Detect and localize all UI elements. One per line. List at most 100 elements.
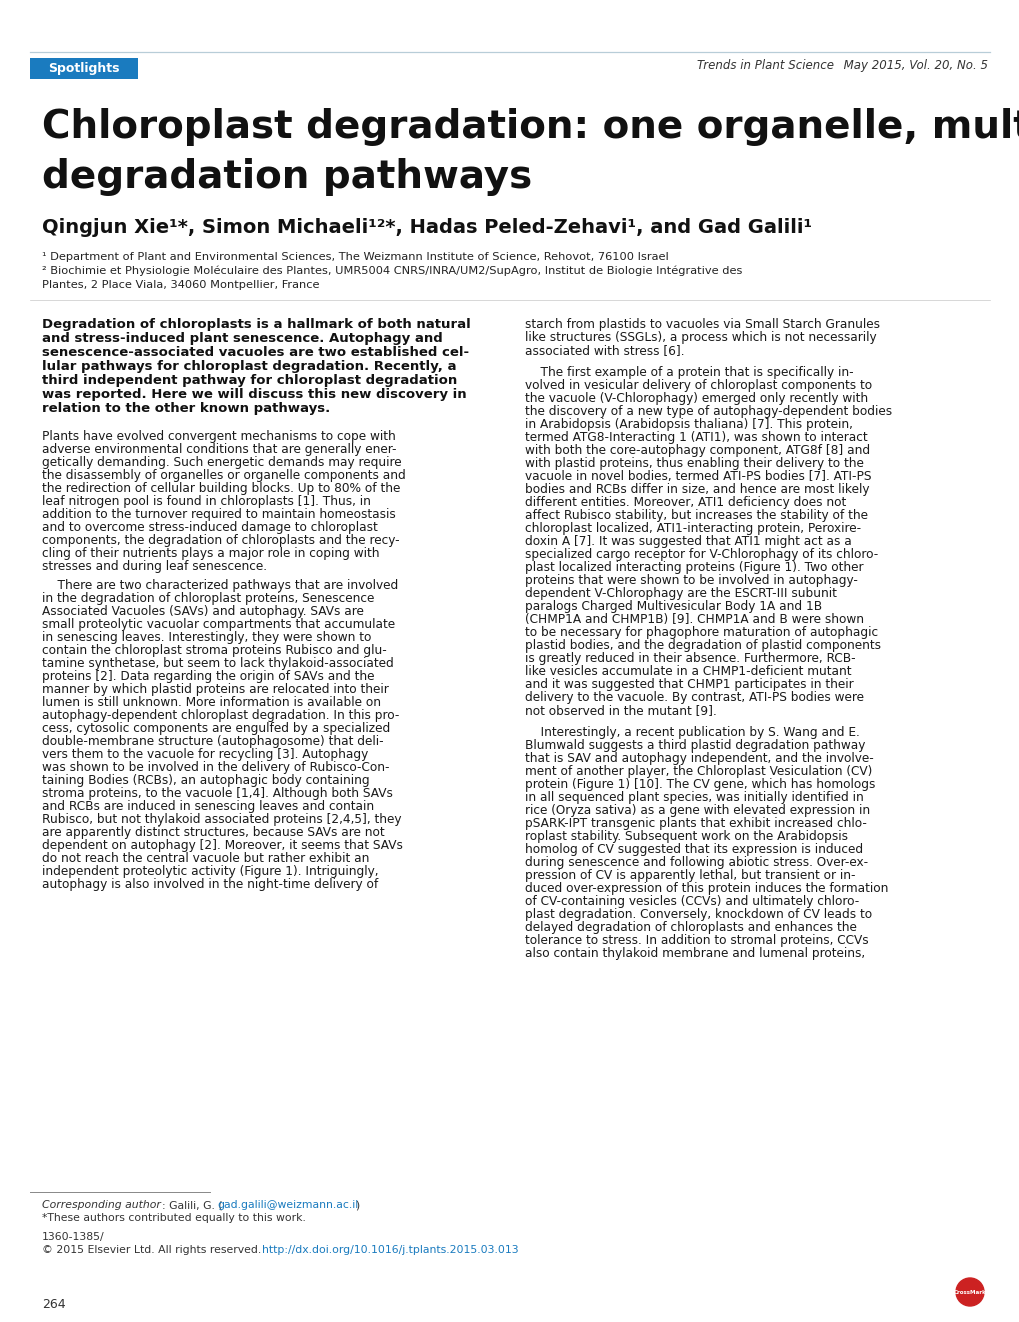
Text: contain the chloroplast stroma proteins Rubisco and glu-: contain the chloroplast stroma proteins … — [42, 644, 386, 657]
Text: vacuole in novel bodies, termed ATI-PS bodies [7]. ATI-PS: vacuole in novel bodies, termed ATI-PS b… — [525, 471, 870, 483]
Text: are apparently distinct structures, because SAVs are not: are apparently distinct structures, beca… — [42, 826, 384, 839]
Text: © 2015 Elsevier Ltd. All rights reserved.: © 2015 Elsevier Ltd. All rights reserved… — [42, 1245, 267, 1255]
Text: stroma proteins, to the vacuole [1,4]. Although both SAVs: stroma proteins, to the vacuole [1,4]. A… — [42, 787, 392, 800]
Text: degradation pathways: degradation pathways — [42, 159, 532, 196]
Text: components, the degradation of chloroplasts and the recy-: components, the degradation of chloropla… — [42, 534, 399, 547]
Text: the disassembly of organelles or organelle components and: the disassembly of organelles or organel… — [42, 469, 406, 483]
Text: the vacuole (V-Chlorophagy) emerged only recently with: the vacuole (V-Chlorophagy) emerged only… — [525, 393, 867, 405]
Text: and stress-induced plant senescence. Autophagy and: and stress-induced plant senescence. Aut… — [42, 332, 442, 345]
Text: ² Biochimie et Physiologie Moléculaire des Plantes, UMR5004 CNRS/INRA/UM2/SupAgr: ² Biochimie et Physiologie Moléculaire d… — [42, 266, 742, 276]
Text: ): ) — [355, 1200, 359, 1210]
Text: Associated Vacuoles (SAVs) and autophagy. SAVs are: Associated Vacuoles (SAVs) and autophagy… — [42, 605, 364, 617]
Text: and RCBs are induced in senescing leaves and contain: and RCBs are induced in senescing leaves… — [42, 800, 374, 813]
Text: like structures (SSGLs), a process which is not necessarily: like structures (SSGLs), a process which… — [525, 330, 875, 344]
Text: was reported. Here we will discuss this new discovery in: was reported. Here we will discuss this … — [42, 387, 466, 401]
Text: addition to the turnover required to maintain homeostasis: addition to the turnover required to mai… — [42, 508, 395, 521]
Text: ¹ Department of Plant and Environmental Sciences, The Weizmann Institute of Scie: ¹ Department of Plant and Environmental … — [42, 253, 668, 262]
Text: is greatly reduced in their absence. Furthermore, RCB-: is greatly reduced in their absence. Fur… — [525, 652, 855, 665]
Text: CrossMark: CrossMark — [953, 1289, 985, 1294]
Text: in senescing leaves. Interestingly, they were shown to: in senescing leaves. Interestingly, they… — [42, 631, 371, 644]
Text: pSARK-IPT transgenic plants that exhibit increased chlo-: pSARK-IPT transgenic plants that exhibit… — [525, 817, 866, 830]
Text: Plantes, 2 Place Viala, 34060 Montpellier, France: Plantes, 2 Place Viala, 34060 Montpellie… — [42, 280, 319, 290]
Text: stresses and during leaf senescence.: stresses and during leaf senescence. — [42, 561, 267, 572]
Text: Blumwald suggests a third plastid degradation pathway: Blumwald suggests a third plastid degrad… — [525, 739, 864, 752]
Text: do not reach the central vacuole but rather exhibit an: do not reach the central vacuole but rat… — [42, 851, 369, 865]
Text: associated with stress [6].: associated with stress [6]. — [525, 344, 684, 357]
Text: plastid bodies, and the degradation of plastid components: plastid bodies, and the degradation of p… — [525, 639, 880, 652]
Text: getically demanding. Such energetic demands may require: getically demanding. Such energetic dema… — [42, 456, 401, 469]
Text: the redirection of cellular building blocks. Up to 80% of the: the redirection of cellular building blo… — [42, 483, 400, 494]
Text: pression of CV is apparently lethal, but transient or in-: pression of CV is apparently lethal, but… — [525, 869, 855, 882]
Circle shape — [955, 1278, 983, 1306]
Text: gad.galili@weizmann.ac.il: gad.galili@weizmann.ac.il — [217, 1200, 358, 1210]
Text: doxin A [7]. It was suggested that ATI1 might act as a: doxin A [7]. It was suggested that ATI1 … — [525, 535, 851, 549]
Text: of CV-containing vesicles (CCVs) and ultimately chloro-: of CV-containing vesicles (CCVs) and ult… — [525, 895, 858, 908]
Text: tolerance to stress. In addition to stromal proteins, CCVs: tolerance to stress. In addition to stro… — [525, 935, 868, 947]
Text: (CHMP1A and CHMP1B) [9]. CHMP1A and B were shown: (CHMP1A and CHMP1B) [9]. CHMP1A and B we… — [525, 613, 863, 627]
Text: lumen is still unknown. More information is available on: lumen is still unknown. More information… — [42, 695, 381, 709]
Text: lular pathways for chloroplast degradation. Recently, a: lular pathways for chloroplast degradati… — [42, 360, 457, 373]
Text: relation to the other known pathways.: relation to the other known pathways. — [42, 402, 330, 415]
Text: Corresponding author: Corresponding author — [42, 1200, 161, 1210]
Text: independent proteolytic activity (Figure 1). Intriguingly,: independent proteolytic activity (Figure… — [42, 865, 378, 878]
Text: 1360-1385/: 1360-1385/ — [42, 1232, 105, 1241]
Text: http://dx.doi.org/10.1016/j.tplants.2015.03.013: http://dx.doi.org/10.1016/j.tplants.2015… — [262, 1245, 518, 1255]
Text: leaf nitrogen pool is found in chloroplasts [1]. Thus, in: leaf nitrogen pool is found in chloropla… — [42, 494, 371, 508]
Text: in all sequenced plant species, was initially identified in: in all sequenced plant species, was init… — [525, 791, 863, 804]
Text: delayed degradation of chloroplasts and enhances the: delayed degradation of chloroplasts and … — [525, 921, 856, 935]
Text: adverse environmental conditions that are generally ener-: adverse environmental conditions that ar… — [42, 443, 396, 456]
Text: plast degradation. Conversely, knockdown of CV leads to: plast degradation. Conversely, knockdown… — [525, 908, 871, 921]
Text: There are two characterized pathways that are involved: There are two characterized pathways tha… — [42, 579, 397, 592]
Text: proteins that were shown to be involved in autophagy-: proteins that were shown to be involved … — [525, 574, 857, 587]
Text: dependent V-Chlorophagy are the ESCRT-III subunit: dependent V-Chlorophagy are the ESCRT-II… — [525, 587, 836, 600]
Text: rice (Oryza sativa) as a gene with elevated expression in: rice (Oryza sativa) as a gene with eleva… — [525, 804, 869, 817]
Text: with plastid proteins, thus enabling their delivery to the: with plastid proteins, thus enabling the… — [525, 457, 863, 471]
Text: Qingjun Xie¹*, Simon Michaeli¹²*, Hadas Peled-Zehavi¹, and Gad Galili¹: Qingjun Xie¹*, Simon Michaeli¹²*, Hadas … — [42, 218, 811, 237]
Text: to be necessary for phagophore maturation of autophagic: to be necessary for phagophore maturatio… — [525, 627, 877, 639]
Text: like vesicles accumulate in a CHMP1-deficient mutant: like vesicles accumulate in a CHMP1-defi… — [525, 665, 851, 678]
Text: Rubisco, but not thylakoid associated proteins [2,4,5], they: Rubisco, but not thylakoid associated pr… — [42, 813, 401, 826]
Text: cess, cytosolic components are engulfed by a specialized: cess, cytosolic components are engulfed … — [42, 722, 390, 735]
Text: volved in vesicular delivery of chloroplast components to: volved in vesicular delivery of chloropl… — [525, 379, 871, 393]
Text: *These authors contributed equally to this work.: *These authors contributed equally to th… — [42, 1214, 306, 1223]
Text: : Galili, G. (: : Galili, G. ( — [162, 1200, 222, 1210]
Text: homolog of CV suggested that its expression is induced: homolog of CV suggested that its express… — [525, 843, 862, 857]
Text: bodies and RCBs differ in size, and hence are most likely: bodies and RCBs differ in size, and henc… — [525, 483, 868, 496]
Text: affect Rubisco stability, but increases the stability of the: affect Rubisco stability, but increases … — [525, 509, 867, 522]
Text: during senescence and following abiotic stress. Over-ex-: during senescence and following abiotic … — [525, 857, 867, 869]
Text: plast localized interacting proteins (Figure 1). Two other: plast localized interacting proteins (Fi… — [525, 561, 863, 574]
Text: also contain thylakoid membrane and lumenal proteins,: also contain thylakoid membrane and lume… — [525, 947, 864, 960]
Text: vers them to the vacuole for recycling [3]. Autophagy: vers them to the vacuole for recycling [… — [42, 748, 368, 761]
Text: was shown to be involved in the delivery of Rubisco-Con-: was shown to be involved in the delivery… — [42, 761, 389, 773]
FancyBboxPatch shape — [30, 58, 138, 79]
Text: termed ATG8-Interacting 1 (ATI1), was shown to interact: termed ATG8-Interacting 1 (ATI1), was sh… — [525, 431, 867, 444]
Text: double-membrane structure (autophagosome) that deli-: double-membrane structure (autophagosome… — [42, 735, 383, 748]
Text: the discovery of a new type of autophagy-dependent bodies: the discovery of a new type of autophagy… — [525, 405, 892, 418]
Text: 264: 264 — [42, 1298, 65, 1311]
Text: with both the core-autophagy component, ATG8f [8] and: with both the core-autophagy component, … — [525, 444, 869, 457]
Text: taining Bodies (RCBs), an autophagic body containing: taining Bodies (RCBs), an autophagic bod… — [42, 773, 369, 787]
Text: Spotlights: Spotlights — [48, 62, 119, 75]
Text: tamine synthetase, but seem to lack thylakoid-associated: tamine synthetase, but seem to lack thyl… — [42, 657, 393, 670]
Text: paralogs Charged Multivesicular Body 1A and 1B: paralogs Charged Multivesicular Body 1A … — [525, 600, 821, 613]
Text: proteins [2]. Data regarding the origin of SAVs and the: proteins [2]. Data regarding the origin … — [42, 670, 374, 683]
Text: that is SAV and autophagy independent, and the involve-: that is SAV and autophagy independent, a… — [525, 752, 873, 765]
Text: not observed in the mutant [9].: not observed in the mutant [9]. — [525, 705, 716, 717]
Text: chloroplast localized, ATI1-interacting protein, Peroxire-: chloroplast localized, ATI1-interacting … — [525, 522, 860, 535]
Text: Chloroplast degradation: one organelle, multiple: Chloroplast degradation: one organelle, … — [42, 108, 1019, 145]
Text: delivery to the vacuole. By contrast, ATI-PS bodies were: delivery to the vacuole. By contrast, AT… — [525, 691, 863, 705]
Text: autophagy is also involved in the night-time delivery of: autophagy is also involved in the night-… — [42, 878, 378, 891]
Text: Trends in Plant Science  May 2015, Vol. 20, No. 5: Trends in Plant Science May 2015, Vol. 2… — [696, 58, 987, 71]
Text: small proteolytic vacuolar compartments that accumulate: small proteolytic vacuolar compartments … — [42, 617, 394, 631]
Text: Interestingly, a recent publication by S. Wang and E.: Interestingly, a recent publication by S… — [525, 726, 859, 739]
Text: roplast stability. Subsequent work on the Arabidopsis: roplast stability. Subsequent work on th… — [525, 830, 847, 843]
Text: manner by which plastid proteins are relocated into their: manner by which plastid proteins are rel… — [42, 683, 388, 695]
Text: in Arabidopsis (Arabidopsis thaliana) [7]. This protein,: in Arabidopsis (Arabidopsis thaliana) [7… — [525, 418, 852, 431]
Text: The first example of a protein that is specifically in-: The first example of a protein that is s… — [525, 366, 853, 379]
Text: protein (Figure 1) [10]. The CV gene, which has homologs: protein (Figure 1) [10]. The CV gene, wh… — [525, 779, 874, 791]
Text: and to overcome stress-induced damage to chloroplast: and to overcome stress-induced damage to… — [42, 521, 377, 534]
Text: ment of another player, the Chloroplast Vesiculation (CV): ment of another player, the Chloroplast … — [525, 765, 871, 779]
Text: cling of their nutrients plays a major role in coping with: cling of their nutrients plays a major r… — [42, 547, 379, 561]
Text: duced over-expression of this protein induces the formation: duced over-expression of this protein in… — [525, 882, 888, 895]
Text: and it was suggested that CHMP1 participates in their: and it was suggested that CHMP1 particip… — [525, 678, 853, 691]
